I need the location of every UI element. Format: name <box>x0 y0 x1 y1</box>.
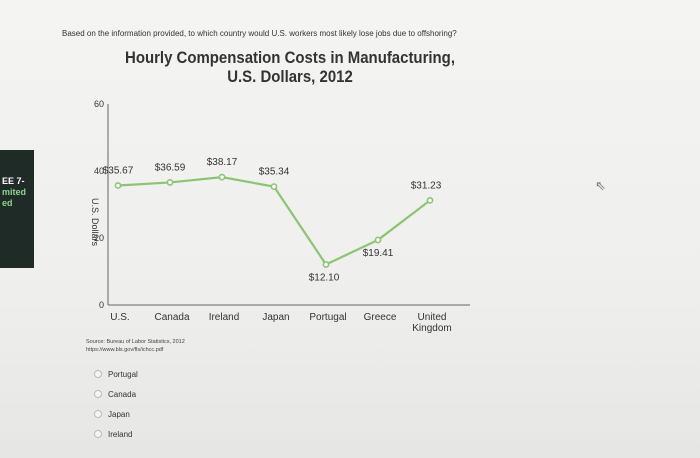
chart-title: Hourly Compensation Costs in Manufacturi… <box>114 48 466 86</box>
x-tick-label: Kingdom <box>412 323 451 334</box>
radio-button[interactable] <box>94 410 102 418</box>
answer-option-portugal[interactable]: Portugal <box>94 364 138 384</box>
y-tick-label: 40 <box>94 166 104 176</box>
data-point <box>374 236 382 244</box>
data-label: $36.59 <box>155 162 186 173</box>
data-point <box>218 173 226 181</box>
radio-button[interactable] <box>94 390 102 398</box>
x-tick-label: U.S. <box>110 312 129 323</box>
y-tick-label: 0 <box>99 300 104 310</box>
data-label: $38.17 <box>207 157 238 168</box>
data-label: $35.34 <box>259 167 290 178</box>
data-point <box>426 196 434 204</box>
sidebar-panel[interactable]: EE 7- mited ed <box>0 150 34 268</box>
answer-option-canada[interactable]: Canada <box>94 384 138 404</box>
x-tick-label: Ireland <box>209 312 240 323</box>
y-tick-label: 20 <box>94 233 104 243</box>
x-tick-label: Japan <box>262 312 289 323</box>
question-text: Based on the information provided, to wh… <box>62 29 457 38</box>
data-point <box>322 261 330 268</box>
radio-button[interactable] <box>94 430 102 438</box>
x-tick-label: Portugal <box>309 312 346 323</box>
data-point <box>114 182 122 189</box>
pointer-arrow-icon: ⇖ <box>595 178 606 193</box>
answer-label: Ireland <box>108 429 133 439</box>
sidebar-line: EE 7- <box>2 176 25 186</box>
data-label: $19.41 <box>363 248 394 259</box>
y-tick-label: 60 <box>94 99 104 109</box>
data-point <box>270 183 278 191</box>
answer-options: Portugal Canada Japan Ireland <box>94 364 138 444</box>
x-tick-label: Canada <box>154 312 189 323</box>
data-label: $12.10 <box>309 272 340 283</box>
data-label: $31.23 <box>411 180 442 191</box>
x-tick-label: United <box>418 312 447 323</box>
sidebar-line: ed <box>2 198 13 208</box>
chart-source: Source: Bureau of Labor Statistics, 2012… <box>86 338 185 354</box>
data-point <box>166 179 174 186</box>
answer-option-japan[interactable]: Japan <box>94 404 138 424</box>
answer-label: Canada <box>108 389 137 399</box>
answer-option-ireland[interactable]: Ireland <box>94 424 138 444</box>
y-axis-label: U.S. Dollars <box>90 198 100 247</box>
source-line: Source: Bureau of Labor Statistics, 2012 <box>86 339 185 345</box>
radio-button[interactable] <box>94 370 102 378</box>
answer-label: Portugal <box>108 369 138 379</box>
chart-subtitle: U.S. Dollars, 2012 <box>227 67 353 86</box>
chart-title-line1: Hourly Compensation Costs in Manufacturi… <box>125 48 455 67</box>
answer-label: Japan <box>108 409 130 419</box>
data-label: $35.67 <box>103 166 134 177</box>
x-tick-label: Greece <box>364 312 397 323</box>
source-url[interactable]: https://www.bls.gov/fls/ichcc.pdf <box>86 347 164 353</box>
sidebar-line: mited <box>2 187 27 197</box>
